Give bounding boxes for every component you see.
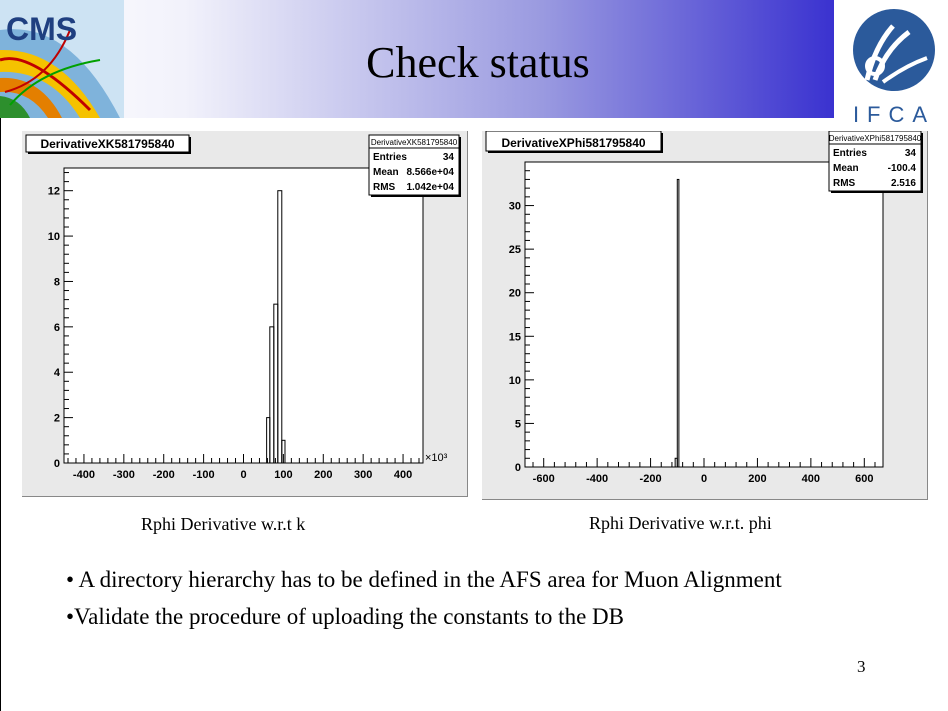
- cms-logo-text: CMS: [6, 11, 77, 47]
- stats-label: Entries: [833, 148, 867, 159]
- x-tick-label: -100: [193, 469, 215, 481]
- x-tick-label: 400: [394, 469, 412, 481]
- histogram-derivative-xk: -400 -300 -200 -100 0 100 200 300 400 0 2 4 6 8 10 12 ×1…: [22, 131, 468, 497]
- header-band: [0, 0, 834, 118]
- y-tick-label: 2: [54, 413, 60, 425]
- histogram-bin: [277, 190, 283, 464]
- stats-label: Mean: [373, 167, 399, 178]
- histogram-bin: [676, 178, 680, 468]
- y-tick-label: 4: [54, 367, 61, 379]
- stats-label: Mean: [833, 163, 859, 174]
- ifca-logo-text: IFCA: [853, 102, 935, 126]
- stats-box: [828, 131, 922, 192]
- x-tick-label: 0: [240, 469, 246, 481]
- histogram-derivative-xphi-svg: -600 -400 -200 0 200 400 600 0 5 10 15 20 25 30 Deriva…: [482, 131, 928, 500]
- cms-logo: CMS: [0, 0, 124, 118]
- x-tick-label: -400: [73, 469, 95, 481]
- x-tick-label: -300: [113, 469, 135, 481]
- y-tick-label: 0: [515, 462, 521, 474]
- bullet-list: • A directory hierarchy has to be define…: [66, 561, 826, 635]
- y-tick-label: 0: [54, 458, 60, 470]
- stats-label: Entries: [373, 152, 407, 163]
- stats-value: -100.4: [888, 163, 917, 174]
- y-tick-label: 30: [509, 201, 521, 213]
- slide-title: Check status: [366, 38, 590, 87]
- stats-value: 1.042e+04: [406, 182, 454, 193]
- plot-frame: [524, 161, 884, 468]
- x-tick-label: 100: [274, 469, 292, 481]
- y-tick-label: 8: [54, 276, 60, 288]
- y-tick-label: 25: [509, 244, 521, 256]
- x-tick-label: 200: [314, 469, 332, 481]
- stats-label: RMS: [373, 182, 396, 193]
- x-tick-label: -200: [153, 469, 175, 481]
- x-tick-label: 400: [802, 473, 820, 485]
- stats-title: DerivativeXK581795840: [371, 138, 458, 147]
- page-number: 3: [857, 657, 866, 676]
- y-tick-label: 10: [48, 231, 60, 243]
- stats-box: [368, 134, 460, 196]
- x-tick-label: -600: [533, 473, 555, 485]
- histogram-derivative-xk-svg: -400 -300 -200 -100 0 100 200 300 400 0 2 4 6 8 10 12 ×1…: [22, 131, 468, 497]
- bullet-item: • A directory hierarchy has to be define…: [66, 567, 782, 592]
- stats-value: 34: [905, 148, 917, 159]
- x-tick-label: 200: [748, 473, 766, 485]
- x-tick-label: 0: [701, 473, 707, 485]
- title-box: [485, 131, 662, 152]
- stats-value: 2.516: [891, 178, 916, 189]
- y-tick-label: 20: [509, 288, 521, 300]
- y-tick-label: 12: [48, 186, 60, 198]
- stats-value: 34: [443, 152, 455, 163]
- y-tick-label: 15: [509, 331, 521, 343]
- stats-title: DerivativeXPhi581795840: [829, 134, 922, 143]
- y-tick-label: 6: [54, 322, 60, 334]
- left-border: [0, 118, 1, 711]
- histogram-bin: [281, 439, 286, 464]
- y-tick-label: 5: [515, 418, 521, 430]
- x-tick-label: -200: [640, 473, 662, 485]
- title-box: [25, 134, 190, 153]
- stats-value: 8.566e+04: [406, 167, 454, 178]
- bullet-item: •Validate the procedure of uploading the…: [66, 604, 624, 629]
- x-tick-label: -400: [586, 473, 608, 485]
- x-axis-multiplier: ×10³: [425, 452, 448, 464]
- ifca-logo: IFCA: [845, 6, 943, 127]
- y-tick-label: 10: [509, 375, 521, 387]
- caption-right: Rphi Derivative w.r.t. phi: [589, 513, 772, 533]
- caption-left: Rphi Derivative w.r.t k: [141, 514, 306, 534]
- stats-label: RMS: [833, 178, 856, 189]
- histogram-derivative-xphi: -600 -400 -200 0 200 400 600 0 5 10 15 20 25 30 Deriva…: [482, 131, 928, 500]
- plot-frame: [63, 167, 424, 464]
- x-tick-label: 600: [855, 473, 873, 485]
- histogram-title: DerivativeXK581795840: [40, 137, 174, 151]
- histogram-title: DerivativeXPhi581795840: [501, 136, 645, 150]
- x-tick-label: 300: [354, 469, 372, 481]
